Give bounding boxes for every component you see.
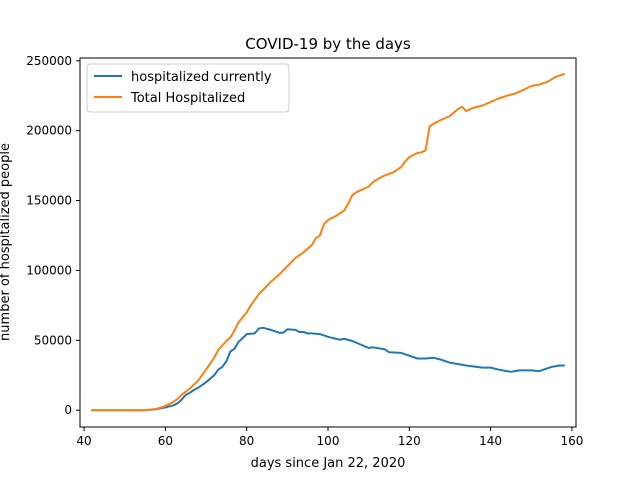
- legend-label-total-hospitalized: Total Hospitalized: [130, 91, 245, 106]
- y-tick-label: 100000: [26, 263, 72, 277]
- y-tick-label: 0: [64, 403, 72, 417]
- x-tick-label: 80: [239, 434, 254, 448]
- legend-box: [86, 63, 290, 113]
- series-line-hospitalized-currently: [91, 326, 565, 412]
- series-lines: [91, 72, 566, 412]
- x-tick-label: 120: [398, 434, 421, 448]
- x-tick-label: 160: [560, 434, 583, 448]
- x-tick-label: 40: [76, 434, 91, 448]
- y-tick-label: 50000: [34, 333, 72, 347]
- x-tick-label: 60: [158, 434, 173, 448]
- y-axis-ticks: 0 50000 100000 150000 200000 250000: [26, 54, 80, 417]
- y-tick-label: 150000: [26, 194, 72, 208]
- x-axis-label: days since Jan 22, 2020: [251, 456, 406, 471]
- chart-title: COVID-19 by the days: [245, 35, 411, 53]
- legend-label-hospitalized-currently: hospitalized currently: [131, 70, 272, 85]
- series-line-total-hospitalized: [91, 72, 566, 412]
- x-tick-label: 140: [479, 434, 502, 448]
- x-axis-ticks: 40 60 80 100 120 140 160: [76, 427, 583, 448]
- y-tick-label: 250000: [26, 54, 72, 68]
- y-tick-label: 200000: [26, 124, 72, 138]
- y-axis-label: number of hospitalized people: [0, 143, 13, 341]
- legend: hospitalized currently Total Hospitalize…: [86, 63, 290, 113]
- x-tick-label: 100: [317, 434, 340, 448]
